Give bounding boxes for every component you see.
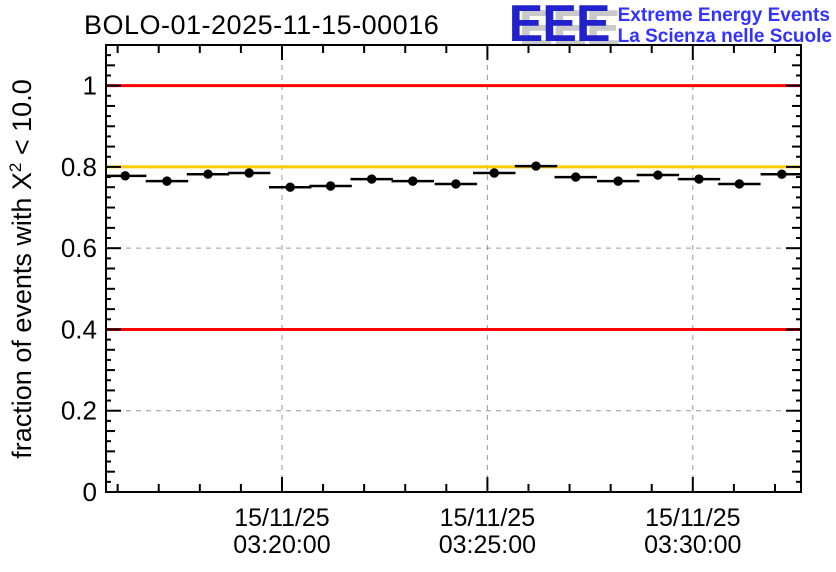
- y-axis-labels: 0 0.2 0.4 0.6 0.8 1: [61, 71, 97, 507]
- data-point: [408, 176, 418, 186]
- x-tick-label-time: 03:25:00: [439, 531, 536, 559]
- x-axis-labels: 15/11/2503:20:0015/11/2503:25:0015/11/25…: [233, 504, 741, 559]
- data-point: [734, 179, 745, 189]
- grid-layer: [106, 45, 801, 492]
- plot-title: BOLO-01-2025-11-15-00016: [84, 10, 440, 40]
- y-tick-label: 0: [83, 477, 97, 507]
- x-tick-label-date: 15/11/25: [645, 504, 740, 532]
- eee-logo: EEE Extreme Energy Events La Scienza nel…: [508, 0, 832, 53]
- data-point: [120, 171, 130, 181]
- data-point: [366, 174, 377, 184]
- x-tick-label-time: 03:30:00: [644, 531, 741, 559]
- data-point: [244, 168, 254, 178]
- y-tick-label: 1: [83, 71, 97, 101]
- data-point: [571, 172, 581, 182]
- y-tick-label: 0.2: [61, 396, 97, 426]
- data-point: [777, 169, 787, 179]
- data-point: [694, 174, 704, 184]
- y-tick-label: 0.6: [61, 233, 97, 263]
- axis-frame: [105, 44, 802, 493]
- eee-logo-text: EEE: [508, 0, 611, 53]
- y-tick-label: 0.8: [61, 152, 97, 182]
- x-tick-label-time: 03:20:00: [233, 531, 330, 559]
- data-point: [451, 179, 461, 189]
- eee-logo-subtitle: Extreme Energy Events La Scienza nelle S…: [618, 2, 832, 47]
- logo-subtitle-line1: Extreme Energy Events: [617, 5, 830, 26]
- data-point: [653, 170, 663, 180]
- x-tick-label-date: 15/11/25: [234, 504, 329, 532]
- data-point: [531, 161, 541, 171]
- data-point: [325, 181, 336, 191]
- logo-subtitle-line2: La Scienza nelle Scuole: [617, 26, 832, 47]
- data-point: [285, 182, 295, 192]
- data-point: [203, 169, 213, 179]
- y-tick-label: 0.4: [61, 314, 97, 344]
- data-point: [489, 168, 499, 178]
- data-series-fraction-of-events: [106, 161, 801, 192]
- x-tick-label-date: 15/11/25: [440, 504, 535, 532]
- data-point: [162, 176, 172, 186]
- data-point: [613, 176, 623, 186]
